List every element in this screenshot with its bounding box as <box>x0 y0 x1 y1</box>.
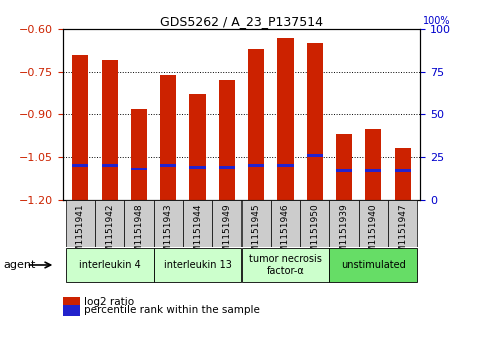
Bar <box>329 200 359 247</box>
Bar <box>248 49 264 200</box>
Bar <box>72 55 88 200</box>
Bar <box>154 248 242 282</box>
Bar <box>160 74 176 200</box>
Text: interleukin 4: interleukin 4 <box>79 260 141 270</box>
Bar <box>189 94 206 200</box>
Bar <box>242 200 271 247</box>
Bar <box>212 200 242 247</box>
Text: 100%: 100% <box>423 16 451 26</box>
Text: GSM1151941: GSM1151941 <box>76 203 85 264</box>
Bar <box>336 169 352 172</box>
Bar <box>329 248 417 282</box>
Text: GSM1151942: GSM1151942 <box>105 203 114 264</box>
Bar <box>183 200 212 247</box>
Bar <box>219 80 235 200</box>
Bar <box>395 148 411 200</box>
Bar <box>131 109 147 200</box>
Text: interleukin 13: interleukin 13 <box>164 260 231 270</box>
Text: GSM1151948: GSM1151948 <box>134 203 143 264</box>
Bar <box>271 200 300 247</box>
Bar <box>307 154 323 157</box>
Bar <box>95 200 124 247</box>
Bar <box>131 167 147 170</box>
Text: GSM1151939: GSM1151939 <box>340 203 349 264</box>
Text: GSM1151940: GSM1151940 <box>369 203 378 264</box>
Bar <box>336 134 352 200</box>
Bar <box>63 305 80 316</box>
Bar <box>219 166 235 169</box>
Bar <box>365 129 382 200</box>
Text: GSM1151949: GSM1151949 <box>222 203 231 264</box>
Bar <box>388 200 417 247</box>
Title: GDS5262 / A_23_P137514: GDS5262 / A_23_P137514 <box>160 15 323 28</box>
Bar <box>242 248 329 282</box>
Bar <box>154 200 183 247</box>
Text: unstimulated: unstimulated <box>341 260 406 270</box>
Bar <box>359 200 388 247</box>
Bar <box>66 248 154 282</box>
Bar <box>277 164 294 167</box>
Bar <box>101 164 118 167</box>
Text: tumor necrosis
factor-α: tumor necrosis factor-α <box>249 254 322 276</box>
Bar <box>72 164 88 167</box>
Bar <box>124 200 154 247</box>
Bar <box>300 200 329 247</box>
Bar <box>63 297 80 308</box>
Bar <box>277 38 294 200</box>
Bar <box>189 166 206 169</box>
Text: GSM1151944: GSM1151944 <box>193 203 202 264</box>
Text: log2 ratio: log2 ratio <box>84 297 134 307</box>
Text: GSM1151947: GSM1151947 <box>398 203 407 264</box>
Bar <box>101 60 118 200</box>
Text: GSM1151946: GSM1151946 <box>281 203 290 264</box>
Bar <box>365 169 382 172</box>
Text: GSM1151943: GSM1151943 <box>164 203 173 264</box>
Text: GSM1151950: GSM1151950 <box>310 203 319 264</box>
Text: GSM1151945: GSM1151945 <box>252 203 261 264</box>
Bar <box>160 164 176 167</box>
Bar <box>395 169 411 172</box>
Text: agent: agent <box>3 260 36 270</box>
Text: percentile rank within the sample: percentile rank within the sample <box>84 305 259 315</box>
Bar <box>66 200 95 247</box>
Bar <box>307 43 323 200</box>
Bar <box>248 164 264 167</box>
